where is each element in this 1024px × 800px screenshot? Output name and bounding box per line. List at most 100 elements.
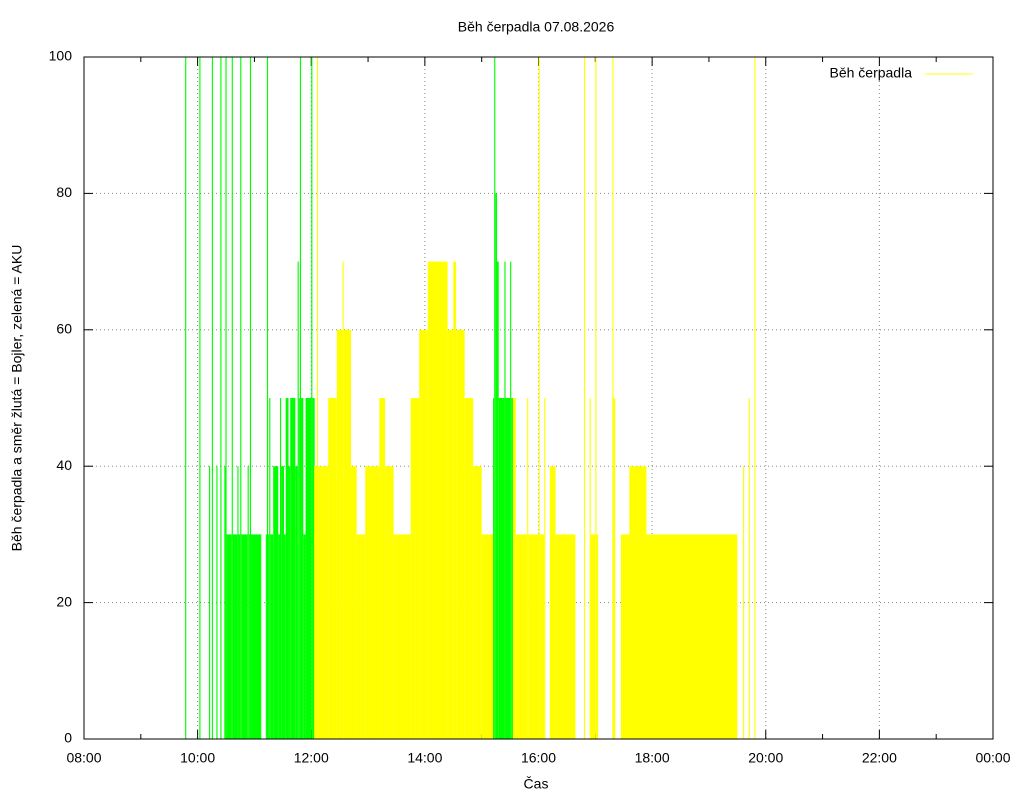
x-tick-label: 14:00 xyxy=(407,750,442,766)
pump-run xyxy=(248,534,250,739)
pump-run xyxy=(646,534,738,739)
pump-run xyxy=(505,398,511,739)
pump-run xyxy=(298,398,300,739)
pump-run xyxy=(590,534,596,739)
pump-run xyxy=(208,466,211,739)
y-tick-label: 20 xyxy=(56,593,72,609)
pump-run xyxy=(583,57,586,739)
pump-run xyxy=(351,466,357,739)
pump-run xyxy=(393,534,411,739)
pump-run xyxy=(265,534,267,739)
pump-run xyxy=(301,398,304,739)
pump-run xyxy=(273,466,279,739)
y-axis-label: Běh čerpadla a směr žlutá = Bojler, zele… xyxy=(9,245,25,552)
pump-run xyxy=(251,534,262,739)
pump-run xyxy=(464,398,474,739)
pump-run xyxy=(365,466,380,739)
pump-run xyxy=(629,466,647,739)
pump-run xyxy=(510,261,512,739)
pump-run xyxy=(314,466,317,739)
y-tick-label: 0 xyxy=(64,730,72,746)
pump-run xyxy=(297,261,299,739)
pump-run xyxy=(199,57,201,739)
y-tick-label: 60 xyxy=(56,321,72,337)
pump-run xyxy=(356,534,366,739)
pump-run xyxy=(185,57,187,739)
pump-run xyxy=(266,57,269,739)
pump-run xyxy=(225,57,227,739)
x-tick-label: 16:00 xyxy=(521,750,556,766)
pump-run xyxy=(549,466,556,739)
pump-run xyxy=(754,57,756,739)
pump-run xyxy=(224,466,226,739)
pump-run xyxy=(343,329,352,739)
pump-run xyxy=(232,534,238,739)
y-tick-label: 80 xyxy=(56,184,72,200)
pump-run xyxy=(481,534,494,739)
pump-run xyxy=(249,57,252,739)
x-tick-label: 10:00 xyxy=(180,750,215,766)
pump-run xyxy=(527,398,529,739)
pump-run xyxy=(473,466,482,739)
pump-run xyxy=(226,534,232,739)
pump-run xyxy=(305,398,312,739)
y-tick-label: 100 xyxy=(49,48,73,64)
pump-run xyxy=(247,466,249,739)
x-tick-label: 08:00 xyxy=(66,750,101,766)
x-tick-label: 00:00 xyxy=(975,750,1010,766)
pump-run xyxy=(290,398,296,739)
pump-run xyxy=(447,329,454,739)
pump-run xyxy=(216,466,218,739)
pump-run xyxy=(453,261,457,739)
pump-run xyxy=(743,466,745,739)
pump-run xyxy=(515,534,528,739)
pump-run xyxy=(285,398,289,739)
pump-run xyxy=(379,398,386,739)
pump-run xyxy=(237,466,239,739)
pump-run xyxy=(299,57,302,739)
pump-run xyxy=(596,534,599,739)
pump-run xyxy=(269,398,271,739)
pump-run xyxy=(612,57,614,739)
pump-run xyxy=(555,534,576,739)
pump-run xyxy=(328,398,337,739)
pump-run xyxy=(539,534,545,739)
pump-run xyxy=(512,398,516,739)
pump-run xyxy=(493,398,495,739)
pump-run xyxy=(494,57,496,739)
pump-run xyxy=(283,534,286,739)
x-tick-label: 12:00 xyxy=(294,750,329,766)
pump-run xyxy=(311,57,313,739)
pump-run xyxy=(241,534,248,739)
plot-border xyxy=(83,56,994,740)
chart-title: Běh čerpadla 07.08.2026 xyxy=(458,19,615,35)
pump-run xyxy=(278,534,281,739)
pump-run xyxy=(303,534,306,739)
pump-run xyxy=(220,57,222,739)
pump-run xyxy=(295,466,298,739)
pump-run xyxy=(288,466,291,739)
y-tick-label: 40 xyxy=(56,457,72,473)
pump-run xyxy=(268,534,270,739)
pump-run xyxy=(211,57,213,739)
pump-run xyxy=(419,329,428,739)
x-tick-label: 22:00 xyxy=(862,750,897,766)
x-tick-label: 18:00 xyxy=(635,750,670,766)
pump-run xyxy=(231,57,233,739)
pump-run xyxy=(240,57,242,739)
pump-run xyxy=(613,398,616,739)
pump-run xyxy=(504,261,506,739)
x-tick-label: 20:00 xyxy=(748,750,783,766)
pump-run xyxy=(342,261,344,739)
pump-run xyxy=(270,534,274,739)
pump-run xyxy=(318,466,329,739)
pump-run xyxy=(316,57,319,739)
pump-run xyxy=(280,398,282,739)
pump-run xyxy=(456,329,465,739)
pump-run xyxy=(498,398,505,739)
pump-run xyxy=(528,534,539,739)
pump-run xyxy=(427,261,448,739)
pump-run xyxy=(595,57,597,739)
pump-run xyxy=(620,534,630,739)
